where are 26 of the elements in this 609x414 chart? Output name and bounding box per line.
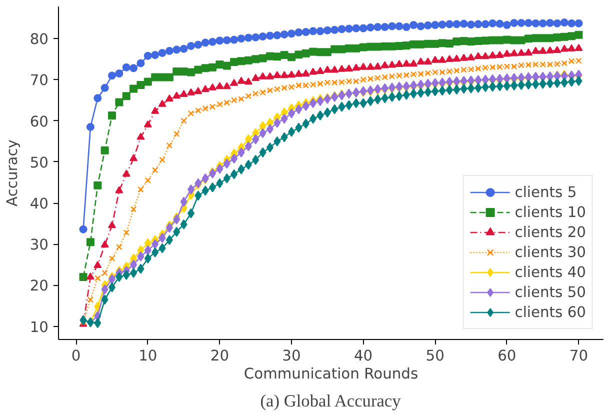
y-tick-label: 60 — [30, 113, 49, 130]
legend-label: clients 20 — [514, 224, 586, 240]
text: (a) Global Accuracy — [260, 392, 402, 410]
y-tick-label: 30 — [30, 236, 49, 254]
x-tick-label: 40 — [354, 348, 373, 364]
y-tick-label: 50 — [30, 154, 49, 172]
x-tick-label: 10 — [138, 348, 158, 364]
y-axis-title: Accuracy — [4, 139, 21, 206]
legend-label: clients 30 — [514, 244, 586, 260]
x-tick-label: 60 — [498, 348, 516, 364]
legend-label: clients 5 — [514, 184, 577, 200]
y-tick-label: 20 — [30, 278, 49, 295]
legend-label: clients 50 — [514, 284, 586, 300]
y-tick-label: 40 — [30, 196, 49, 213]
y-tick-label: 10 — [30, 318, 49, 336]
x-tick-label: 0 — [71, 348, 81, 364]
x-tick-label: 30 — [282, 348, 301, 364]
x-axis-title: Communication Rounds — [244, 366, 418, 382]
legend-label: clients 10 — [514, 204, 586, 220]
x-tick-label: 70 — [569, 348, 588, 364]
y-tick-label: 70 — [30, 72, 49, 90]
y-tick-label: 80 — [30, 31, 49, 48]
x-tick-label: 50 — [426, 348, 444, 364]
x-tick-label: 20 — [210, 348, 230, 364]
legend-label: clients 40 — [514, 264, 586, 280]
legend-label: clients 60 — [514, 304, 586, 320]
